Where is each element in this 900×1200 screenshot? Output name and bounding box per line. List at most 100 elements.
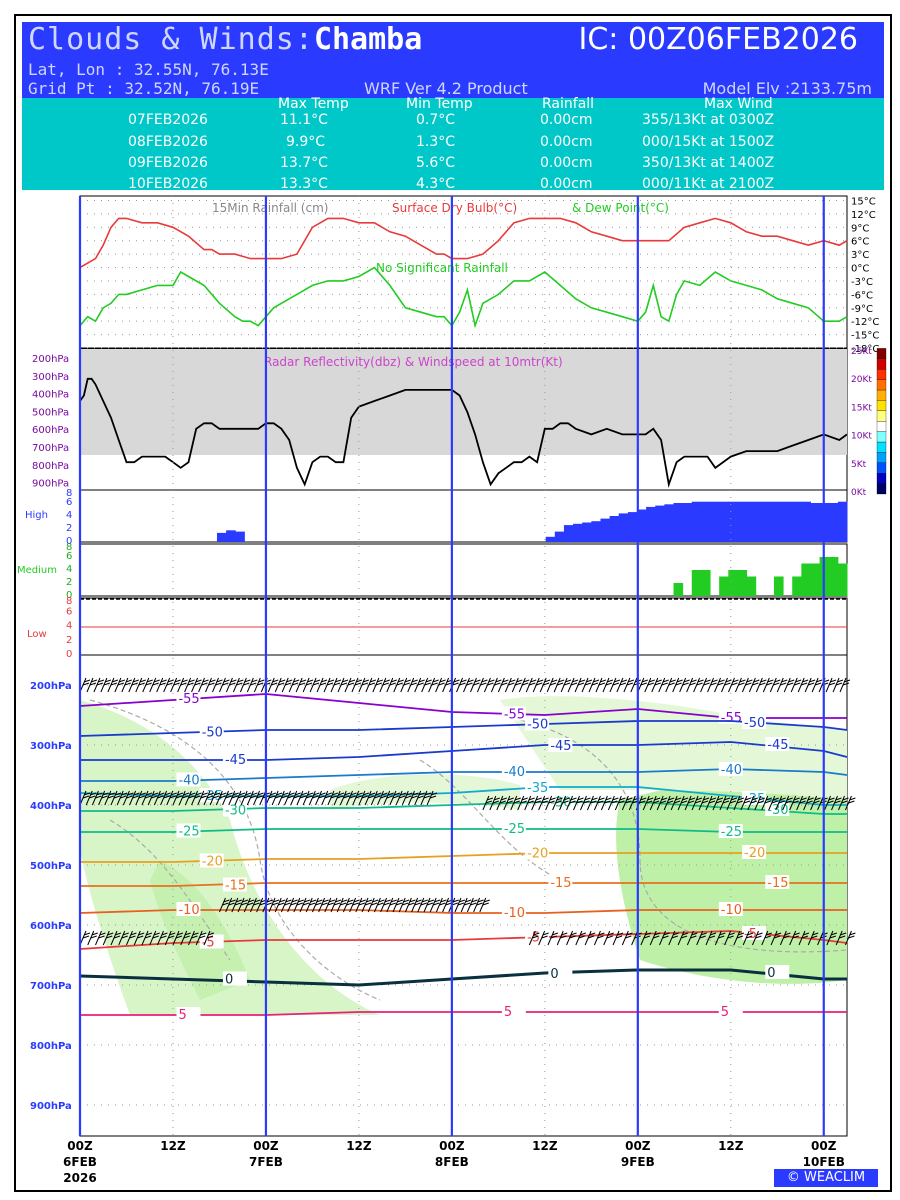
x-date-label: 8FEB	[435, 1155, 469, 1169]
cloud-bar	[582, 522, 592, 542]
wind-barb	[364, 790, 376, 806]
wind-barb	[274, 677, 286, 693]
okta-tick-label: 0	[66, 649, 72, 660]
wind-barb	[327, 790, 339, 806]
grid-point: Grid Pt : 32.52N, 76.19E	[28, 79, 260, 98]
pressure-tick-label: 500hPa	[32, 407, 69, 418]
wind-barb	[316, 677, 328, 693]
colorbar-cell	[876, 483, 887, 495]
row-rain: 0.00cm	[540, 155, 593, 171]
wind-barb	[377, 790, 388, 806]
cloud-bar	[773, 501, 784, 542]
isotherm-label-bg	[765, 737, 790, 751]
cloud-bar	[673, 583, 684, 596]
y-tick-label: -15°C	[851, 331, 879, 342]
lat-lon: Lat, Lon : 32.55N, 76.13E	[28, 60, 269, 79]
title: Clouds & Winds:Chamba	[28, 22, 423, 57]
isotherm-label-bg	[501, 706, 526, 721]
cloud-bar	[609, 516, 620, 542]
wind-barb	[775, 795, 786, 811]
wind-barb	[705, 930, 717, 946]
row-date: 08FEB2026	[128, 134, 208, 150]
wind-barb	[479, 897, 490, 913]
wind-barb	[400, 677, 411, 693]
wind-tick-label: 15Kt	[851, 403, 872, 413]
cloud-bar	[700, 570, 711, 596]
wind-barb	[205, 677, 216, 693]
wind-barb	[612, 930, 624, 946]
wind-barb	[274, 897, 286, 913]
isotherm-label-bg	[199, 934, 224, 949]
cloud-bar	[554, 531, 565, 542]
wind-barb	[670, 795, 682, 811]
wind-barb	[215, 790, 227, 806]
isotherm-label-bg	[548, 875, 573, 889]
wind-barb	[246, 790, 258, 806]
y-tick-label: 15°C	[851, 196, 876, 207]
wind-barb	[712, 795, 724, 811]
wind-barb	[153, 790, 165, 806]
wind-barb	[700, 677, 711, 693]
cloud-bar	[746, 576, 757, 596]
wind-barb	[91, 790, 103, 806]
wind-barb	[607, 795, 619, 811]
wind-barb	[621, 795, 633, 811]
wind-barb	[497, 677, 509, 693]
isotherm-label-bg	[176, 1007, 201, 1021]
wind-barb	[602, 677, 614, 693]
row-max: 13.3°C	[280, 176, 328, 192]
wind-barb	[365, 677, 377, 693]
wind-barb	[838, 795, 849, 811]
wind-barb	[232, 677, 244, 693]
wind-barb	[358, 790, 370, 806]
wind-barb	[587, 795, 598, 811]
wind-barb	[588, 677, 600, 693]
isotherm-label-bg	[501, 905, 526, 919]
wind-barb	[358, 677, 370, 693]
cloud-bar	[746, 501, 757, 542]
wind-barb	[280, 897, 292, 913]
wind-barb	[595, 677, 607, 693]
wind-barb	[352, 790, 363, 806]
wind-barb	[191, 677, 202, 693]
isotherm-label: 0	[225, 973, 233, 988]
isotherm-label-bg	[525, 780, 550, 794]
wind-barb	[435, 897, 447, 913]
wind-barb	[380, 897, 391, 913]
isotherm-label: -35	[527, 781, 548, 796]
wind-barb	[581, 677, 593, 693]
isotherm-label-bg	[501, 1004, 526, 1018]
cloud-bar	[216, 532, 227, 542]
wind-barb	[463, 677, 474, 693]
wind-barb	[768, 795, 779, 811]
wind-barb	[698, 795, 710, 811]
wind-barb	[844, 930, 856, 946]
isotherm-label: -25	[178, 825, 199, 840]
wind-barb	[222, 790, 233, 806]
isotherm-label-bg	[765, 802, 790, 816]
wind-barb	[271, 790, 283, 806]
wind-barb	[177, 677, 188, 693]
wind-barb	[225, 677, 237, 693]
isotherm-label: -40	[504, 765, 525, 780]
colorbar-cell	[876, 358, 887, 370]
isotherm-label-bg	[176, 823, 201, 838]
wind-barb	[803, 795, 814, 811]
isotherm-label-bg	[222, 752, 247, 766]
wind-barb	[483, 677, 495, 693]
wind-barb	[496, 795, 507, 811]
wind-barb	[349, 897, 360, 913]
wind-barb	[824, 795, 835, 811]
cloud-bar	[737, 570, 748, 596]
y-tick-label: 0°C	[851, 264, 869, 275]
wind-barb	[407, 677, 418, 693]
wind-barb	[575, 930, 586, 946]
wind-barb	[295, 677, 307, 693]
wind-barb	[420, 790, 432, 806]
wind-barb	[714, 930, 726, 946]
wind-barb	[305, 897, 317, 913]
pressure-tick-label: 500hPa	[30, 861, 72, 872]
isotherm-label: -55	[721, 711, 742, 726]
colorbar-cell	[876, 421, 887, 432]
cloud-bar	[837, 501, 848, 542]
